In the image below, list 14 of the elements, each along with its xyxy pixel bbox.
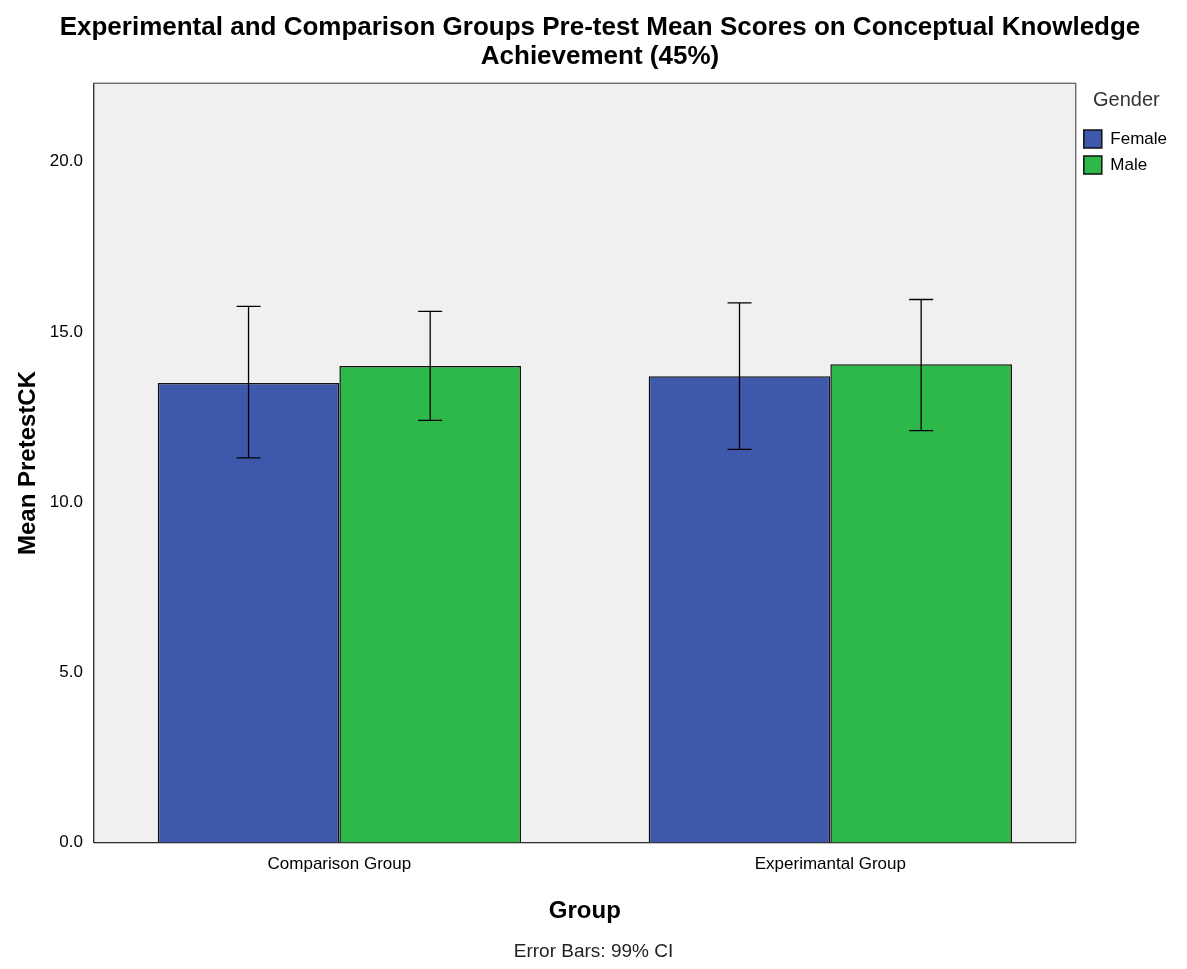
legend-label: Male (1110, 154, 1148, 174)
x-axis-title: Group (548, 896, 621, 924)
y-tick-label: 10.0 (49, 491, 83, 511)
text: Error Bars: 99% CI (512, 940, 675, 962)
legend-label: Female (1110, 128, 1167, 148)
legend-title: Gender (1093, 87, 1161, 110)
y-tick-label: 15.0 (49, 321, 83, 341)
y-tick-label: 0.0 (59, 832, 83, 852)
x-tick-label: Comparison Group (267, 853, 412, 873)
x-tick-label: Experimantal Group (754, 853, 906, 873)
y-tick-label: 5.0 (59, 662, 83, 682)
y-axis-title: Mean PretestCK (13, 370, 41, 556)
y-tick-label: 20.0 (49, 151, 83, 171)
chart-title: Experimental and Comparison Groups Pre-test Mean Scores on Conceptual Knowledge Achievement (45%) (58, 11, 1142, 70)
